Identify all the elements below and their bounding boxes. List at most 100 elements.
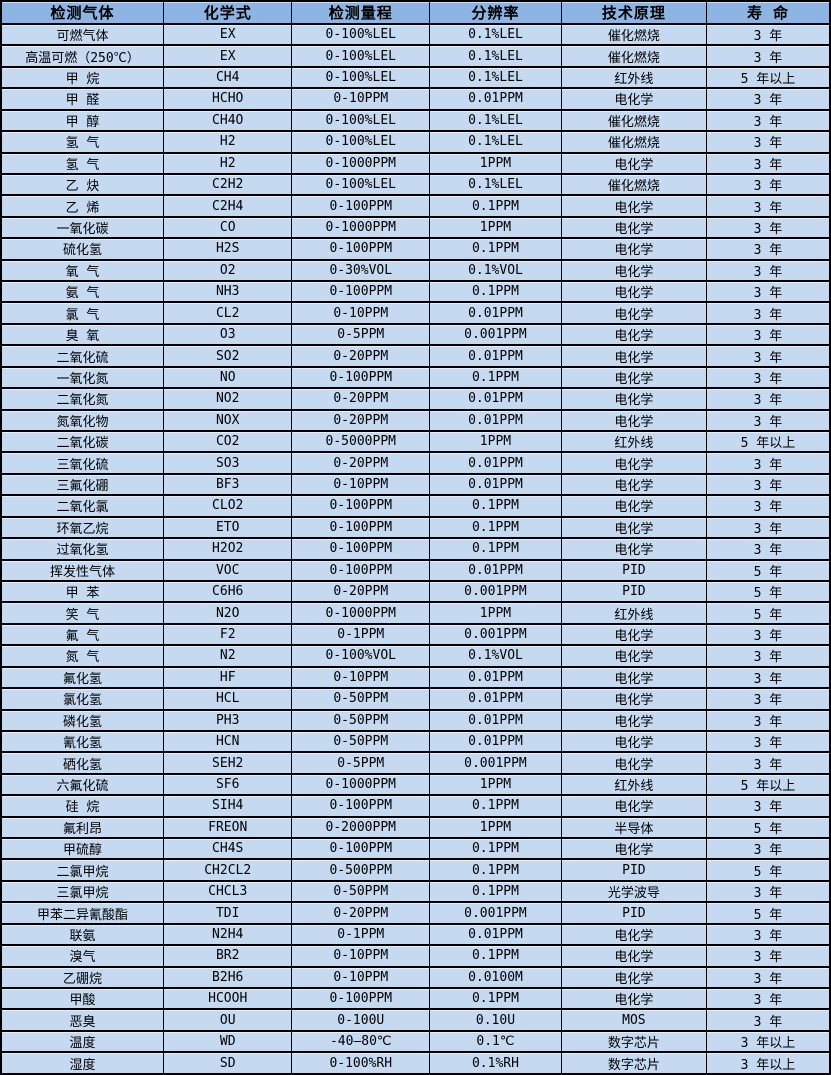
table-row: 臭 氧 O3 0-5PPM 0.001PPM 电化学 3 年 xyxy=(0,322,831,347)
table-row: 二氧化碳 CO2 0-5000PPM 1PPM 红外线 5 年以上 xyxy=(0,429,831,454)
cell-resolution: 1PPM xyxy=(429,772,562,797)
cell-chemical-formula: C6H6 xyxy=(162,579,293,604)
cell-resolution: 0.1%LEL xyxy=(429,172,562,197)
cell-chemical-formula: CH4S xyxy=(162,837,293,861)
table-row: 甲硫醇 CH4S 0-100PPM 0.1PPM 电化学 3 年 xyxy=(0,837,831,861)
cell-chemical-formula: CHCL3 xyxy=(162,879,293,904)
cell-detection-range: 0-5PPM xyxy=(291,322,431,347)
cell-resolution: 0.1PPM xyxy=(429,494,562,518)
cell-gas-name: 挥发性气体 xyxy=(0,558,164,582)
cell-chemical-formula: H2S xyxy=(162,237,293,261)
column-header-range: 检测量程 xyxy=(291,0,431,25)
cell-lifespan: 3 年 xyxy=(705,986,831,1011)
cell-detection-range: 0-500PPM xyxy=(291,858,431,882)
cell-technology-principle: 电化学 xyxy=(560,751,707,775)
cell-technology-principle: 电化学 xyxy=(560,965,707,990)
cell-resolution: 0.001PPM xyxy=(429,579,562,604)
column-header-formula: 化学式 xyxy=(162,0,293,25)
cell-lifespan: 3 年 xyxy=(705,708,831,732)
cell-gas-name: 三氟化硼 xyxy=(0,472,164,497)
cell-resolution: 0.01PPM xyxy=(429,922,562,947)
cell-detection-range: 0-30%VOL xyxy=(291,258,431,283)
cell-technology-principle: 催化燃烧 xyxy=(560,44,707,68)
cell-detection-range: 0-20PPM xyxy=(291,344,431,368)
cell-lifespan: 5 年 xyxy=(705,579,831,604)
cell-detection-range: 0-1PPM xyxy=(291,922,431,947)
cell-technology-principle: 红外线 xyxy=(560,601,707,625)
cell-technology-principle: 红外线 xyxy=(560,772,707,797)
cell-technology-principle: 电化学 xyxy=(560,665,707,690)
table-row: 二氯甲烷 CH2CL2 0-500PPM 0.1PPM PID 5 年 xyxy=(0,858,831,882)
cell-lifespan: 3 年 xyxy=(705,280,831,304)
table-row: 甲 烷 CH4 0-100%LEL 0.1%LEL 红外线 5 年以上 xyxy=(0,65,831,90)
cell-lifespan: 5 年以上 xyxy=(705,429,831,454)
cell-detection-range: 0-1000PPM xyxy=(291,215,431,240)
cell-lifespan: 3 年 xyxy=(705,537,831,561)
cell-resolution: 0.1%LEL xyxy=(429,108,562,133)
cell-chemical-formula: N2H4 xyxy=(162,922,293,947)
cell-resolution: 1PPM xyxy=(429,601,562,625)
cell-resolution: 0.1PPM xyxy=(429,944,562,968)
cell-gas-name: 氯 气 xyxy=(0,301,164,325)
table-row: 三氧化硫 SO3 0-20PPM 0.01PPM 电化学 3 年 xyxy=(0,451,831,475)
cell-resolution: 0.0100M xyxy=(429,965,562,990)
cell-chemical-formula: C2H2 xyxy=(162,172,293,197)
cell-technology-principle: 电化学 xyxy=(560,301,707,325)
cell-gas-name: 甲 苯 xyxy=(0,579,164,604)
cell-detection-range: 0-5000PPM xyxy=(291,429,431,454)
cell-resolution: 1PPM xyxy=(429,429,562,454)
cell-technology-principle: 电化学 xyxy=(560,837,707,861)
cell-lifespan: 3 年 xyxy=(705,408,831,433)
cell-technology-principle: 电化学 xyxy=(560,494,707,518)
cell-lifespan: 3 年 xyxy=(705,301,831,325)
table-row: 氨 气 NH3 0-100PPM 0.1PPM 电化学 3 年 xyxy=(0,280,831,304)
cell-gas-name: 乙 炔 xyxy=(0,172,164,197)
cell-technology-principle: PID xyxy=(560,558,707,582)
cell-gas-name: 二氯甲烷 xyxy=(0,858,164,882)
cell-resolution: 0.01PPM xyxy=(429,729,562,754)
cell-resolution: 0.001PPM xyxy=(429,622,562,647)
cell-detection-range: 0-100PPM xyxy=(291,558,431,582)
column-header-resolution: 分辨率 xyxy=(429,0,562,25)
table-row: 氟化氢 HF 0-10PPM 0.01PPM 电化学 3 年 xyxy=(0,665,831,690)
cell-chemical-formula: H2 xyxy=(162,130,293,154)
cell-lifespan: 3 年 xyxy=(705,644,831,668)
cell-lifespan: 3 年以上 xyxy=(705,1051,831,1075)
table-row: 高温可燃（250℃） EX 0-100%LEL 0.1%LEL 催化燃烧 3 年 xyxy=(0,44,831,68)
cell-detection-range: 0-100PPM xyxy=(291,237,431,261)
cell-detection-range: 0-20PPM xyxy=(291,451,431,475)
cell-gas-name: 氟化氢 xyxy=(0,665,164,690)
cell-gas-name: 氢 气 xyxy=(0,151,164,175)
cell-lifespan: 3 年 xyxy=(705,194,831,218)
cell-detection-range: 0-100PPM xyxy=(291,280,431,304)
cell-detection-range: 0-100%RH xyxy=(291,1051,431,1075)
table-row: 可燃气体 EX 0-100%LEL 0.1%LEL 催化燃烧 3 年 xyxy=(0,22,831,47)
cell-gas-name: 联氨 xyxy=(0,922,164,947)
cell-gas-name: 氧 气 xyxy=(0,258,164,283)
cell-chemical-formula: EX xyxy=(162,44,293,68)
table-row: 氧 气 O2 0-30%VOL 0.1%VOL 电化学 3 年 xyxy=(0,258,831,283)
cell-resolution: 0.1PPM xyxy=(429,237,562,261)
cell-chemical-formula: FREON xyxy=(162,815,293,840)
cell-detection-range: 0-100%LEL xyxy=(291,22,431,47)
cell-resolution: 0.1PPM xyxy=(429,194,562,218)
cell-chemical-formula: H2 xyxy=(162,151,293,175)
cell-resolution: 0.1PPM xyxy=(429,837,562,861)
cell-gas-name: 二氧化氮 xyxy=(0,387,164,411)
cell-technology-principle: PID xyxy=(560,579,707,604)
cell-technology-principle: 电化学 xyxy=(560,944,707,968)
table-row: 氮氧化物 NOX 0-20PPM 0.01PPM 电化学 3 年 xyxy=(0,408,831,433)
cell-detection-range: 0-10PPM xyxy=(291,665,431,690)
cell-gas-name: 三氯甲烷 xyxy=(0,879,164,904)
cell-detection-range: 0-10PPM xyxy=(291,965,431,990)
cell-detection-range: 0-100PPM xyxy=(291,794,431,818)
cell-resolution: 0.01PPM xyxy=(429,665,562,690)
cell-gas-name: 氰化氢 xyxy=(0,729,164,754)
cell-detection-range: 0-20PPM xyxy=(291,579,431,604)
cell-gas-name: 笑 气 xyxy=(0,601,164,625)
cell-gas-name: 溴气 xyxy=(0,944,164,968)
cell-gas-name: 温度 xyxy=(0,1029,164,1054)
cell-lifespan: 3 年 xyxy=(705,215,831,240)
cell-detection-range: 0-100%VOL xyxy=(291,644,431,668)
cell-technology-principle: MOS xyxy=(560,1008,707,1032)
